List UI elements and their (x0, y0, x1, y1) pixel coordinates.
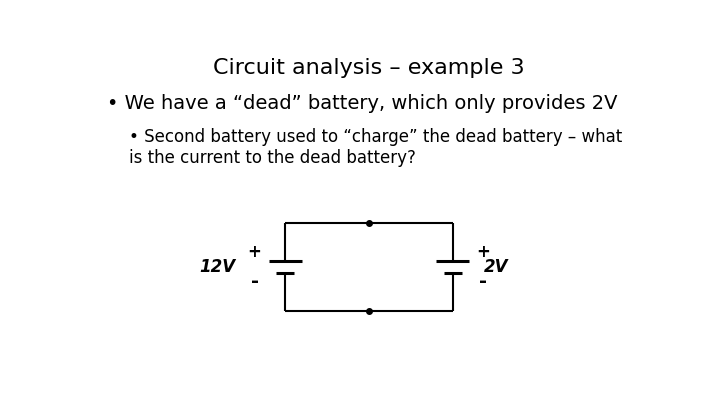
Text: +: + (248, 243, 261, 261)
Text: Circuit analysis – example 3: Circuit analysis – example 3 (213, 58, 525, 78)
Text: • We have a “dead” battery, which only provides 2V: • We have a “dead” battery, which only p… (107, 94, 617, 113)
Text: +: + (477, 243, 490, 261)
Text: 2V: 2V (483, 258, 508, 276)
Text: 12V: 12V (199, 258, 235, 276)
Text: -: - (480, 273, 487, 291)
Text: -: - (251, 273, 258, 291)
Text: • Second battery used to “charge” the dead battery – what
is the current to the : • Second battery used to “charge” the de… (129, 128, 622, 167)
